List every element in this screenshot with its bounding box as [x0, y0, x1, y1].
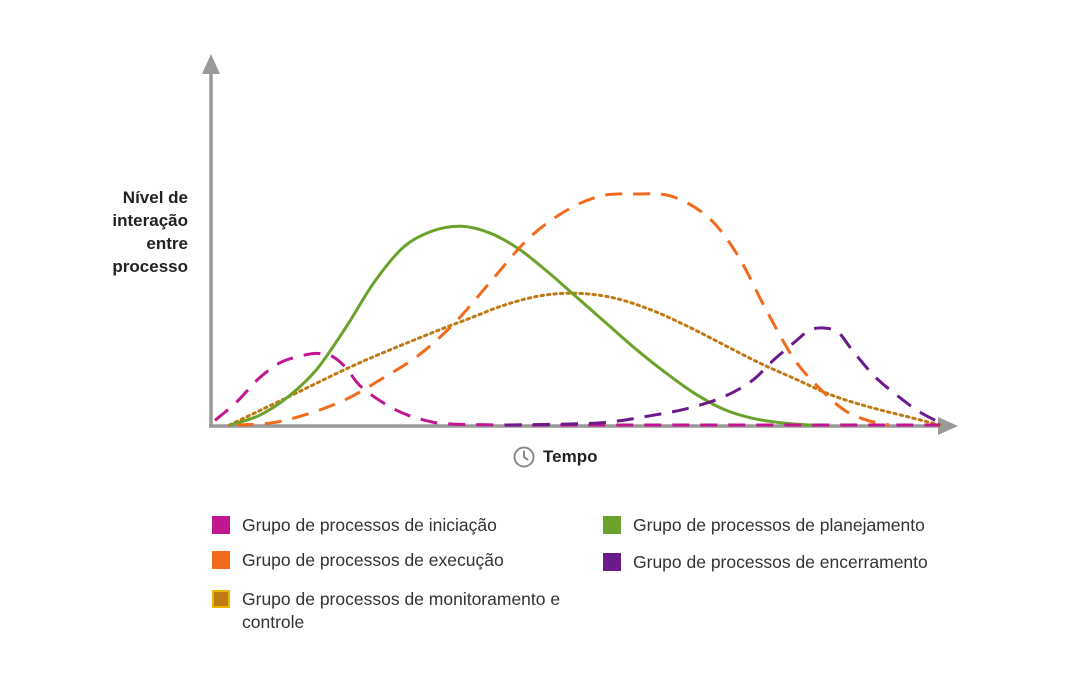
- legend-label: Grupo de processos de execução: [242, 550, 504, 570]
- legend-item-planejamento: Grupo de processos de planejamento: [603, 514, 983, 537]
- legend-label: Grupo de processos de encerramento: [633, 552, 928, 572]
- y-axis-label-line: processo: [112, 257, 188, 276]
- legend-swatch: [603, 516, 621, 534]
- series-line-0: [214, 351, 940, 427]
- y-axis-arrowhead: [202, 54, 220, 74]
- legend-swatch: [603, 553, 621, 571]
- series-layer: [214, 192, 942, 427]
- y-axis-label-line: interação: [112, 211, 188, 230]
- legend-item-execucao: Grupo de processos de execução: [212, 549, 552, 572]
- legend-item-iniciacao: Grupo de processos de iniciação: [212, 514, 552, 537]
- legend-label: Grupo de processos de iniciação: [242, 515, 497, 535]
- legend-item-monitoramento: Grupo de processos de monitoramento e co…: [212, 588, 592, 634]
- x-axis-label-text: Tempo: [543, 447, 598, 466]
- legend-swatch: [212, 516, 230, 534]
- series-line-1: [229, 224, 825, 427]
- clock-icon: [513, 446, 535, 468]
- y-axis-label-line: Nível de: [122, 188, 188, 207]
- y-axis-label-line: entre: [146, 234, 188, 253]
- legend-swatch: [212, 590, 230, 608]
- series-line-4: [504, 326, 941, 427]
- x-axis-label: Tempo: [512, 444, 597, 470]
- legend-label: Grupo de processos de monitoramento e co…: [242, 589, 561, 632]
- legend-swatch: [212, 551, 230, 569]
- x-axis-arrowhead: [938, 417, 958, 435]
- legend-item-encerramento: Grupo de processos de encerramento: [603, 551, 983, 574]
- legend-label: Grupo de processos de planejamento: [633, 515, 925, 535]
- series-line-2: [236, 192, 890, 427]
- y-axis-label: Nível de interação entre processo: [60, 186, 188, 278]
- series-line-3: [228, 291, 942, 427]
